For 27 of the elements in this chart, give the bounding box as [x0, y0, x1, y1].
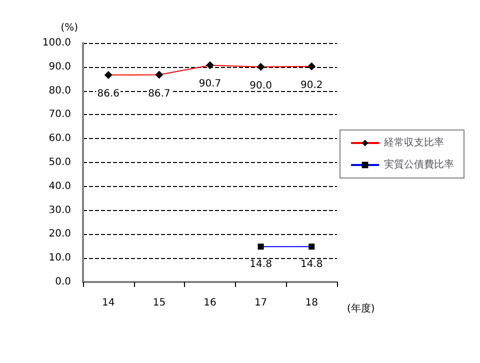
y-tick-label: 60.0 — [48, 133, 71, 144]
legend-label: 実質公債費比率 — [384, 158, 454, 170]
x-tick-label: 14 — [102, 298, 115, 308]
y-tick-label: 30.0 — [48, 204, 71, 216]
data-label: 90.2 — [300, 80, 323, 91]
y-tick-label: 10.0 — [48, 252, 71, 264]
y-tick-label: 40.0 — [48, 180, 71, 192]
data-label: 90.7 — [198, 78, 222, 90]
data-label: 90.0 — [250, 80, 272, 92]
x-tick-label: 16 — [204, 298, 216, 308]
y-tick-label: 80.0 — [48, 85, 71, 96]
x-tick-label: 17 — [254, 298, 268, 308]
x-tick-label: 15 — [152, 298, 166, 308]
y-tick-label: 0.0 — [55, 276, 71, 288]
y-axis-title: (%) — [60, 22, 78, 34]
data-label: 14.8 — [300, 259, 323, 270]
y-tick-label: 20.0 — [48, 228, 71, 240]
x-axis-title: (年度) — [347, 302, 375, 314]
y-tick-label: 50.0 — [48, 157, 71, 168]
legend-label: 経常収支比率 — [383, 136, 444, 148]
data-label: 86.6 — [97, 88, 120, 100]
y-tick-label: 100.0 — [42, 38, 71, 48]
y-tick-label: 70.0 — [48, 109, 71, 120]
data-label: 14.8 — [250, 259, 272, 270]
y-tick-label: 90.0 — [48, 61, 71, 72]
data-label: 86.7 — [148, 88, 170, 100]
x-tick-label: 18 — [305, 298, 318, 308]
